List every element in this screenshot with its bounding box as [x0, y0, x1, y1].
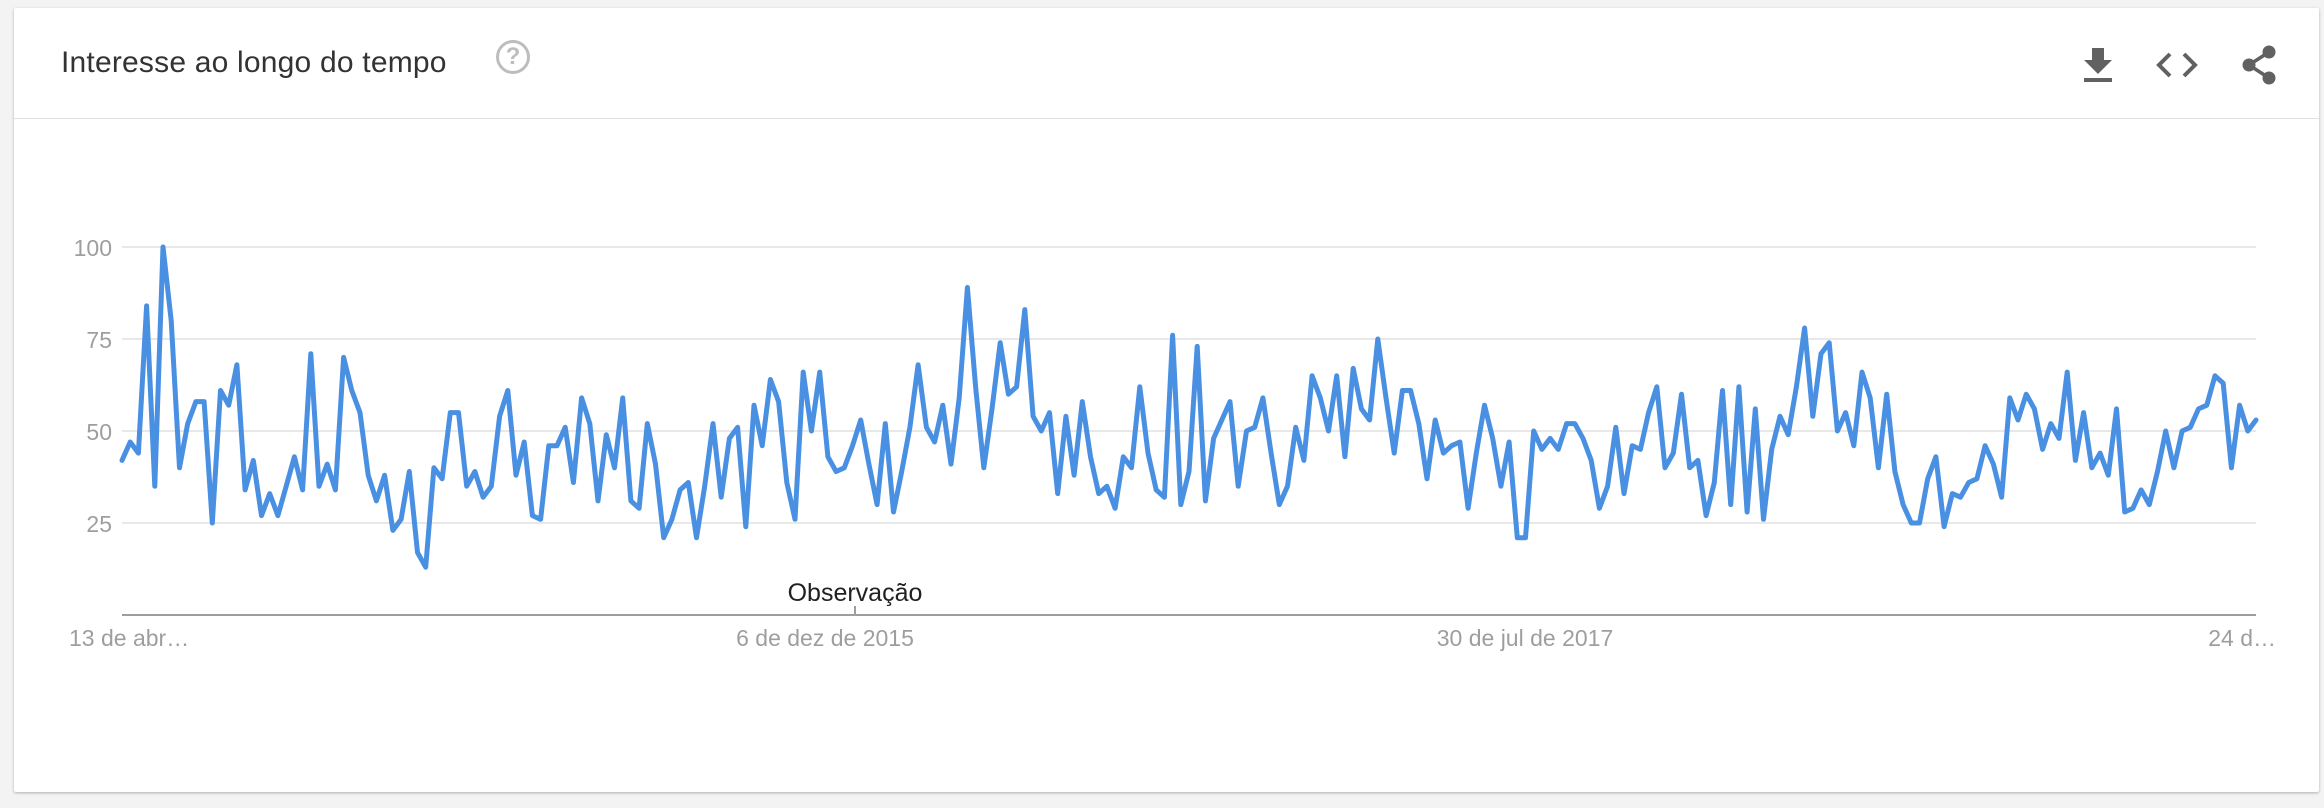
x-tick-label: 13 de abr… [69, 625, 189, 651]
line-chart: 25 50 75 100 13 de abr… 6 de dez de 2015 30 de… [69, 235, 2276, 651]
series-line [119, 244, 2259, 570]
chart-card: Interesse ao longo do tempo ? 25 50 75 [14, 8, 2319, 792]
x-tick-label: 6 de dez de 2015 [736, 625, 914, 651]
y-tick-label: 100 [74, 235, 112, 261]
x-tick-label: 30 de jul de 2017 [1437, 625, 1614, 651]
y-tick-label: 25 [86, 511, 112, 537]
download-icon[interactable] [2075, 42, 2121, 88]
y-tick-label: 75 [86, 327, 112, 353]
card-title: Interesse ao longo do tempo [61, 46, 447, 79]
y-tick-label: 50 [86, 419, 112, 445]
card-header: Interesse ao longo do tempo ? [14, 8, 2319, 119]
x-tick-label: 24 d… [2208, 625, 2276, 651]
embed-code-icon[interactable] [2154, 42, 2200, 88]
share-icon[interactable] [2236, 42, 2282, 88]
help-circle-icon[interactable]: ? [496, 40, 530, 74]
annotation-label: Observação [788, 579, 923, 607]
